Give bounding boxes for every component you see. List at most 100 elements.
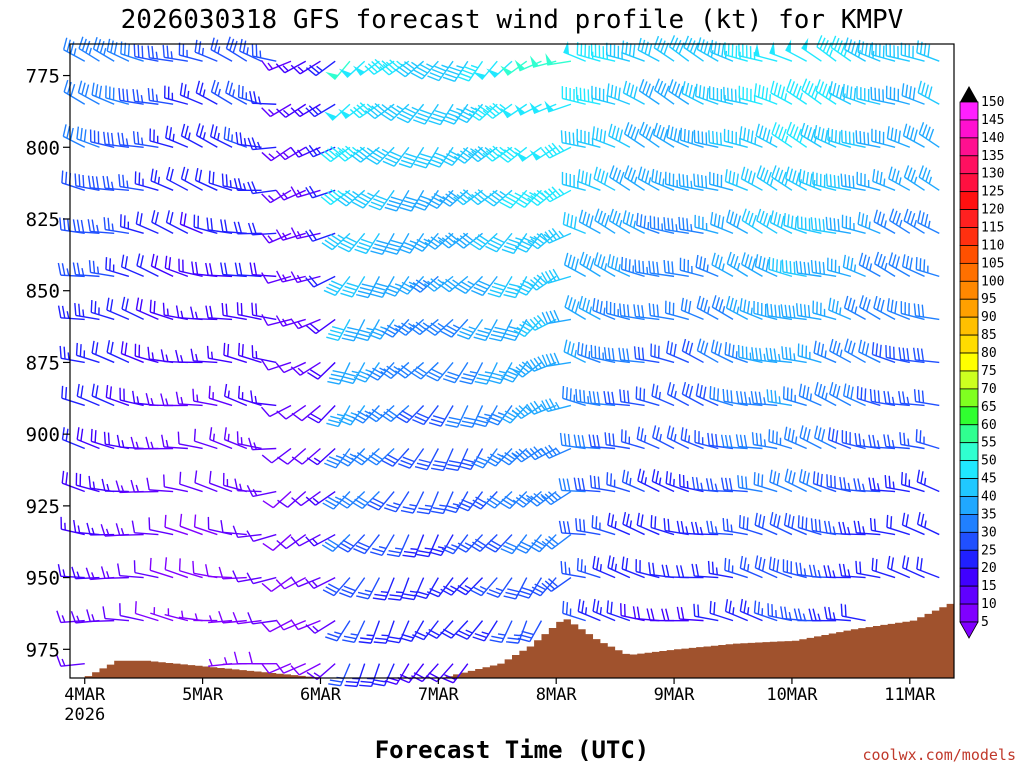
wind-barb [917,80,940,105]
wind-barb [92,36,115,62]
colorbar-label: 145 [981,113,1004,128]
wind-barb [782,386,807,407]
colorbar-swatch [959,514,979,533]
wind-barb [91,82,115,105]
wind-barb [514,59,542,72]
wind-barb [503,577,528,600]
wind-barb [305,275,336,288]
wind-barb [290,576,321,588]
wind-barb [755,123,778,148]
wind-barb [853,520,881,536]
wind-barb [207,516,233,536]
wind-barb [868,477,896,493]
wind-barb [562,385,586,407]
wind-barb [675,565,704,579]
wind-barb [609,165,631,191]
wind-barb [666,425,690,450]
wind-barb [855,560,881,579]
wind-barb [57,305,85,321]
wind-barb [395,318,425,336]
colorbar-swatch [959,406,979,426]
wind-barb [681,338,704,364]
wind-barb [355,319,381,342]
wind-barb [354,232,380,255]
wind-barb [679,127,704,148]
wind-barb [440,318,469,338]
wind-barb [340,362,366,385]
watermark-text: coolwx.com/models [862,746,1016,764]
wind-barb [218,610,247,624]
wind-barb [251,302,277,321]
wind-barb [164,514,189,536]
wind-barb [886,514,911,536]
wind-barb [488,319,513,342]
colorbar-swatch [959,388,979,408]
colorbar-label: 60 [981,418,997,433]
wind-barb [232,570,262,583]
wind-barb [445,405,469,428]
wind-barb [888,166,911,191]
wind-barb [210,79,233,105]
y-tick-label: 975 [26,639,60,661]
wind-barb [105,385,130,407]
colorbar-label: 15 [981,579,997,594]
wind-barb [276,404,307,420]
wind-barb [918,165,940,191]
wind-barb [588,434,616,450]
wind-barb [736,390,763,407]
wind-barb [842,383,866,407]
wind-barb [326,319,351,342]
wind-barb [220,520,247,536]
wind-barb [751,432,778,450]
wind-barb [887,555,911,579]
wind-barb [225,80,248,105]
wind-barb [325,620,351,642]
wind-barb [636,512,660,536]
wind-barb [884,475,910,493]
wind-barb [91,340,115,364]
wind-barb [558,478,586,493]
wind-barb [903,208,925,234]
wind-barb [453,189,483,206]
wind-barb [690,521,719,536]
wind-barb [223,126,248,148]
x-tick-label: 10MAR [766,685,818,705]
wind-barb [88,260,115,278]
wind-barb [221,173,247,191]
wind-barb [754,254,778,278]
wind-barb [545,53,572,66]
wind-barb [637,468,660,493]
wind-barb [455,620,484,640]
x-tick-sublabel: 2026 [64,705,105,725]
wind-barb [873,295,896,321]
y-tick-label: 825 [26,209,60,231]
wind-barb [827,257,852,278]
wind-barb [799,425,822,450]
wind-barb [666,382,690,407]
colorbar-swatch [959,191,979,210]
wind-barb [604,432,630,450]
wind-barb [842,83,866,105]
colorbar-swatch [959,531,979,551]
wind-barb [105,85,130,105]
wind-barb [373,620,395,644]
wind-barb [824,606,851,622]
wind-barb [678,474,704,493]
wind-barb [577,169,601,191]
wind-barb [840,173,866,191]
wind-barb [483,189,513,207]
wind-barb [707,432,734,450]
wind-barb [150,607,174,622]
wind-barb [526,356,557,372]
x-tick-label: 9MAR [654,685,696,705]
wind-barb [514,103,542,116]
wind-barb [175,391,203,407]
wind-barb [526,274,557,291]
wind-barb [915,429,940,450]
wind-barb [223,427,248,450]
wind-barb [307,404,336,424]
wind-barb [900,301,925,321]
wind-barb [410,60,439,80]
